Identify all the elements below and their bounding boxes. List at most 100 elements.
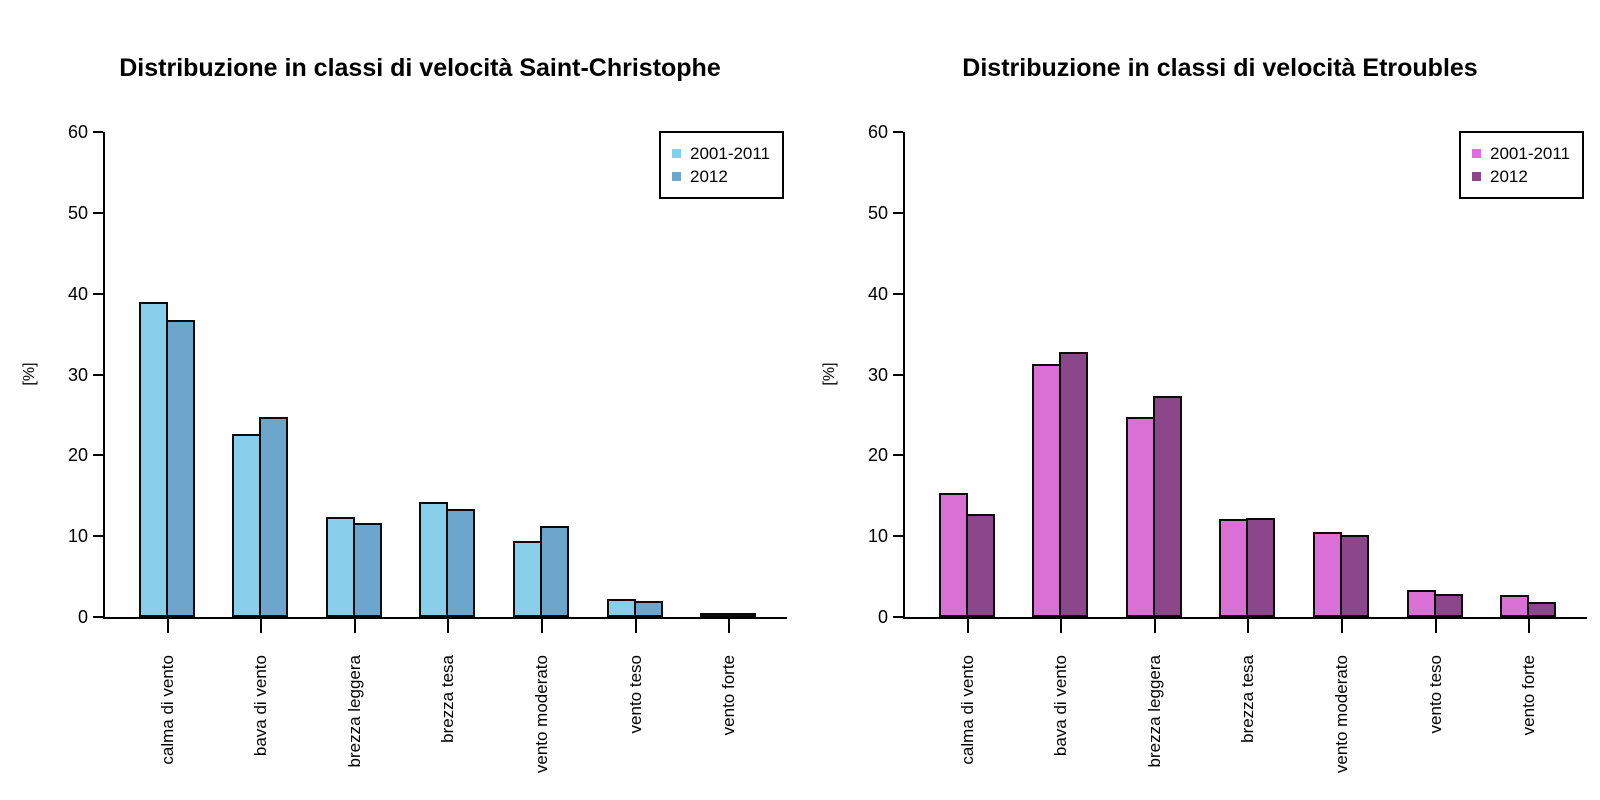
bar-2001-2011: [1125, 417, 1155, 617]
bar-2001-2011: [419, 502, 449, 617]
bar-group: [700, 613, 757, 617]
bar-group: [232, 417, 289, 617]
bar-2001-2011: [1032, 364, 1062, 617]
x-category-label: vento teso: [1425, 655, 1445, 734]
bar-2001-2011: [325, 517, 355, 617]
y-axis-tick: [893, 454, 903, 457]
bar-2001-2011: [938, 493, 968, 617]
bar-2001-2011: [1219, 519, 1249, 617]
y-tick-label: 10: [67, 526, 88, 547]
x-category-label: vento forte: [1519, 655, 1539, 736]
bar-2012: [1246, 518, 1276, 617]
legend-item: 2001-2011: [672, 142, 770, 165]
y-tick-label: 60: [867, 122, 888, 142]
bar-2012: [1339, 535, 1369, 617]
bar-group: [1312, 532, 1369, 617]
y-tick-label: 40: [67, 283, 88, 304]
legend-swatch-icon: [672, 149, 681, 158]
legend-label: 2012: [690, 166, 728, 186]
x-axis-tick: [353, 619, 356, 633]
x-category-label: brezza leggera: [1144, 655, 1164, 768]
y-axis-tick: [93, 292, 103, 295]
bar-2012: [352, 523, 382, 617]
x-axis-tick: [966, 619, 969, 633]
bar-group: [1406, 590, 1463, 617]
x-category-label: brezza tesa: [1238, 655, 1258, 743]
bar-2012: [1527, 602, 1557, 617]
bar-group: [325, 517, 382, 617]
x-category-label: calma di vento: [957, 655, 977, 765]
legend-box: 2001-2011 2012: [1459, 131, 1585, 199]
x-axis-tick: [540, 619, 543, 633]
plot-area: 0 10 20 30 40 50 60 calma di vento bava di vento…: [68, 122, 787, 773]
bar-2012: [165, 320, 195, 617]
bar-group: [606, 599, 663, 617]
x-axis-tick: [447, 619, 450, 633]
y-tick-label: 10: [867, 526, 888, 547]
legend-label: 2001-2011: [1490, 143, 1571, 163]
x-category-label: vento moderato: [1331, 655, 1351, 774]
y-axis-tick: [893, 131, 903, 133]
bar-group: [1500, 595, 1557, 617]
chart-etroubles: Distribuzione in classi di velocità Etro…: [800, 0, 1600, 800]
legend-swatch-icon: [1472, 149, 1481, 158]
legend-label: 2001-2011: [690, 143, 771, 163]
y-axis-tick: [93, 454, 103, 457]
y-axis-label: [%]: [821, 362, 838, 386]
y-axis-tick: [93, 211, 103, 214]
y-tick-label: 60: [67, 122, 88, 142]
x-category-label: vento forte: [719, 655, 739, 736]
bar-group: [512, 526, 569, 617]
x-axis-tick: [1528, 619, 1531, 633]
x-axis-tick: [728, 619, 731, 633]
y-tick-label: 40: [867, 283, 888, 304]
x-axis-tick: [1434, 619, 1437, 633]
y-axis-tick: [93, 131, 103, 133]
chart-title: Distribuzione in classi di velocità Sain…: [119, 54, 721, 82]
bar-group: [1125, 396, 1182, 617]
bar-2001-2011: [512, 541, 542, 617]
y-tick-label: 50: [67, 202, 88, 223]
legend-box: 2001-2011 2012: [659, 131, 785, 199]
bar-group: [1032, 352, 1089, 617]
x-category-label: bava di vento: [1051, 655, 1071, 757]
x-axis-tick: [634, 619, 637, 633]
bar-2001-2011: [606, 599, 636, 617]
y-axis-tick: [93, 616, 103, 618]
bar-2001-2011: [138, 302, 168, 617]
bar-group: [938, 493, 995, 617]
x-category-label: vento teso: [625, 655, 645, 734]
y-axis-tick: [893, 292, 903, 295]
x-category-label: calma di vento: [157, 655, 177, 765]
legend-label: 2012: [1490, 166, 1528, 186]
y-axis-tick: [893, 535, 903, 538]
y-tick-label: 30: [867, 364, 888, 385]
y-axis-tick: [93, 373, 103, 376]
bar-2012: [633, 601, 663, 617]
plot-area: 0 10 20 30 40 50 60 calma di vento bava di vento…: [868, 122, 1587, 773]
y-axis-label: [%]: [21, 362, 38, 386]
legend-item: 2001-2011: [1472, 142, 1570, 165]
y-axis-tick: [893, 211, 903, 214]
bar-group: [419, 502, 476, 617]
chart-saint-christophe: Distribuzione in classi di velocità Sain…: [21, 54, 787, 773]
legend-swatch-icon: [1472, 172, 1481, 181]
bar-2012: [965, 514, 995, 617]
x-axis-tick: [166, 619, 169, 633]
x-category-label: vento moderato: [531, 655, 551, 774]
legend-swatch-icon: [672, 172, 681, 181]
y-tick-label: 20: [67, 445, 88, 466]
x-axis-tick: [1340, 619, 1343, 633]
y-tick-label: 0: [877, 607, 888, 627]
bar-2001-2011: [1312, 532, 1342, 617]
bar-2012: [727, 613, 757, 617]
y-axis-tick: [893, 616, 903, 618]
bar-2001-2011: [1406, 590, 1436, 617]
bar-2012: [1152, 396, 1182, 617]
bar-2012: [446, 509, 476, 617]
bar-2012: [1433, 594, 1463, 617]
chart-title: Distribuzione in classi di velocità Etro…: [962, 54, 1478, 82]
bar-2001-2011: [700, 613, 730, 617]
y-axis-tick: [893, 373, 903, 376]
